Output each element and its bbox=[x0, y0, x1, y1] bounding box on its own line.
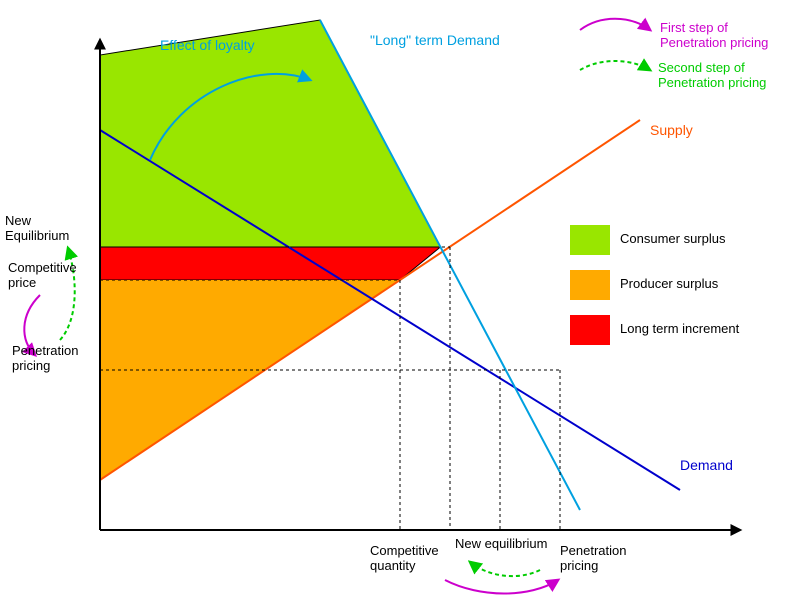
label-penetration-pricing-y: Penetrationpricing bbox=[12, 343, 79, 373]
label-long-term-demand: "Long" term Demand bbox=[370, 32, 500, 48]
legend-consumer-surplus-swatch bbox=[570, 225, 610, 255]
qty-second-step-arrow bbox=[470, 562, 540, 576]
label-penetration-pricing-x: Penetrationpricing bbox=[560, 543, 627, 573]
label-long-term-increment: Long term increment bbox=[620, 321, 740, 336]
label-second-step: Second step ofPenetration pricing bbox=[658, 60, 766, 90]
economics-chart: Effect of loyalty "Long" term Demand Suppl… bbox=[0, 0, 800, 600]
label-competitive-quantity: Competitivequantity bbox=[370, 543, 439, 573]
label-first-step: First step ofPenetration pricing bbox=[660, 20, 768, 50]
legend-long-term-increment-swatch bbox=[570, 315, 610, 345]
label-producer-surplus: Producer surplus bbox=[620, 276, 719, 291]
label-new-equilibrium-x: New equilibrium bbox=[455, 536, 547, 551]
consumer-surplus-region bbox=[100, 20, 440, 247]
legend-producer-surplus-swatch bbox=[570, 270, 610, 300]
label-effect-of-loyalty: Effect of loyalty bbox=[160, 37, 255, 53]
label-demand: Demand bbox=[680, 457, 733, 473]
label-competitive-price: Competitiveprice bbox=[8, 260, 77, 290]
first-step-legend-arrow bbox=[580, 19, 650, 30]
label-new-equilibrium: NewEquilibrium bbox=[5, 213, 69, 243]
label-consumer-surplus: Consumer surplus bbox=[620, 231, 726, 246]
second-step-legend-arrow bbox=[580, 61, 650, 70]
long-term-increment-region bbox=[100, 247, 440, 280]
qty-first-step-arrow bbox=[445, 580, 558, 594]
label-supply: Supply bbox=[650, 122, 693, 138]
